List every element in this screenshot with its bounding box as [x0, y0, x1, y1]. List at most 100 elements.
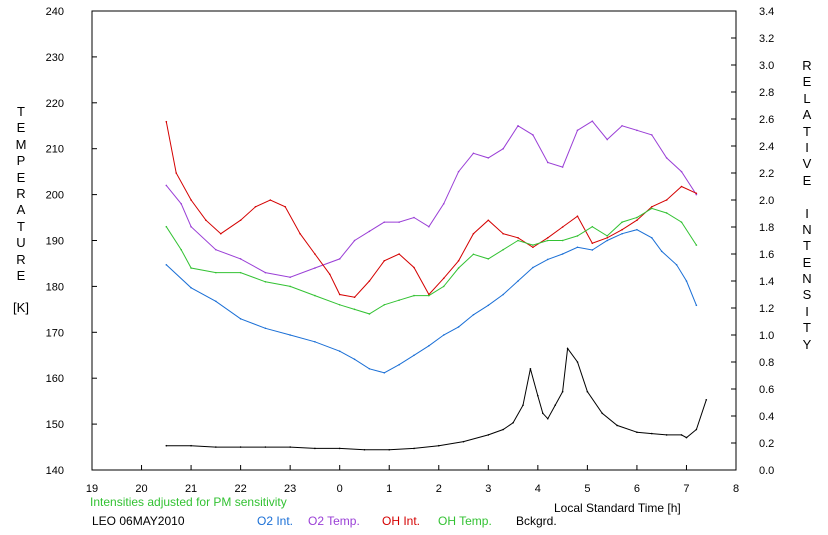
series-point-o2-temp — [289, 276, 291, 279]
left-tick-label: 220 — [46, 98, 64, 110]
series-point-o2-int — [487, 304, 490, 307]
series-point-oh-temp — [695, 244, 698, 246]
series-point-o2-int — [413, 354, 415, 357]
legend-entry-oh-int: OH Int. — [382, 514, 421, 528]
series-point-o2-temp — [591, 120, 594, 122]
series-point-oh-temp — [591, 225, 594, 228]
series-point-oh-int — [636, 219, 638, 222]
series-point-o2-int — [165, 264, 168, 266]
series-point-o2-int — [215, 300, 217, 303]
series-point-oh-temp — [457, 267, 460, 269]
series-point-oh-int — [576, 215, 579, 217]
series-point-oh-temp — [338, 303, 341, 306]
series-point-oh-temp — [264, 281, 267, 283]
legend-entry-bckgrd: Bckgrd. — [516, 514, 557, 528]
y-left-axis-unit: [K] — [13, 300, 29, 315]
series-point-o2-temp — [665, 157, 668, 159]
x-tick-label: 1 — [386, 483, 392, 495]
series-point-oh-int — [413, 266, 415, 269]
series-line-o2-int — [165, 229, 697, 374]
axis-label-letter: I — [805, 303, 809, 319]
series-point-oh-int — [338, 293, 341, 296]
series-point-bckgrd — [388, 448, 391, 451]
series-point-o2-temp — [180, 202, 182, 205]
series-point-bckgrd — [314, 447, 316, 450]
series-point-o2-temp — [314, 267, 316, 269]
series-point-o2-int — [264, 327, 267, 330]
axis-label-letter: A — [802, 107, 812, 123]
series-point-oh-int — [457, 259, 460, 262]
series-point-bckgrd — [512, 421, 514, 424]
series-point-bckgrd — [529, 367, 532, 370]
left-tick-label: 160 — [46, 373, 64, 385]
axis-label-letter: A — [16, 202, 26, 218]
right-tick-label: 1.6 — [759, 249, 774, 261]
left-axis-ticks: 140 150 160 170 180 190 200 210 220 230 240 — [46, 6, 97, 477]
right-tick-label: 2.0 — [759, 195, 774, 207]
series-point-oh-int — [502, 232, 504, 235]
series-line-oh-temp — [165, 207, 697, 315]
series-point-bckgrd — [239, 446, 242, 448]
series-point-oh-temp — [487, 258, 490, 260]
axis-label-letter: E — [16, 267, 26, 283]
series-point-oh-temp — [353, 308, 356, 311]
series-point-bckgrd — [437, 444, 440, 447]
series-point-o2-int — [591, 249, 594, 251]
plot-frame — [91, 10, 737, 471]
axis-label-letter: R — [16, 251, 26, 267]
axis-label-letter: I — [805, 205, 809, 221]
right-tick-label: 0.8 — [759, 357, 774, 369]
series-point-bckgrd — [705, 399, 708, 401]
series-point-oh-temp — [502, 248, 504, 251]
series-point-oh-temp — [314, 294, 316, 297]
series-point-oh-temp — [413, 294, 415, 297]
axis-label-letter: M — [15, 136, 27, 152]
series-point-o2-int — [383, 372, 386, 374]
series-point-o2-temp — [165, 184, 168, 187]
series-point-o2-temp — [338, 258, 341, 260]
series-point-bckgrd — [289, 446, 291, 448]
series-point-oh-int — [383, 259, 386, 262]
series-point-oh-int — [175, 172, 178, 174]
right-tick-label: 0.4 — [759, 411, 774, 423]
left-tick-label: 230 — [46, 52, 64, 64]
axis-label-letter: U — [16, 235, 26, 251]
series-point-oh-int — [165, 120, 168, 123]
left-tick-label: 190 — [46, 236, 64, 248]
series-point-oh-int — [606, 237, 608, 239]
right-tick-label: 1.8 — [759, 222, 774, 234]
series-point-o2-temp — [442, 202, 445, 205]
right-tick-label: 3.0 — [759, 60, 774, 72]
series-point-oh-temp — [576, 235, 579, 237]
series-point-bckgrd — [215, 446, 217, 448]
series-point-oh-int — [680, 185, 683, 188]
series-point-oh-int — [472, 232, 475, 235]
series-point-oh-int — [487, 219, 490, 222]
axis-label-letter: E — [16, 120, 26, 136]
axis-label-letter — [800, 189, 814, 205]
series-point-bckgrd — [413, 447, 415, 450]
series-point-o2-int — [685, 280, 688, 282]
left-tick-label: 140 — [46, 465, 64, 477]
series-point-oh-int — [368, 280, 371, 282]
series-point-o2-int — [289, 334, 291, 336]
series-point-oh-int — [546, 237, 549, 239]
series-line-bckgrd — [166, 347, 707, 451]
series-point-o2-int — [695, 304, 698, 307]
axis-label-letter: N — [802, 271, 812, 287]
series-point-bckgrd — [586, 390, 589, 393]
axis-label-letter: E — [802, 172, 812, 188]
series-point-o2-int — [517, 280, 519, 282]
series-point-o2-temp — [546, 161, 549, 164]
series-point-o2-temp — [695, 193, 698, 196]
series-point-o2-temp — [413, 216, 415, 219]
series-point-bckgrd — [190, 444, 192, 447]
series-point-oh-temp — [428, 294, 430, 297]
x-axis-label: Local Standard Time [h] — [554, 501, 681, 515]
series-point-bckgrd — [561, 390, 564, 393]
x-tick-label: 3 — [485, 483, 491, 495]
axis-label-letter: T — [17, 104, 25, 119]
series-point-o2-int — [338, 350, 341, 353]
series-point-oh-temp — [239, 271, 242, 274]
